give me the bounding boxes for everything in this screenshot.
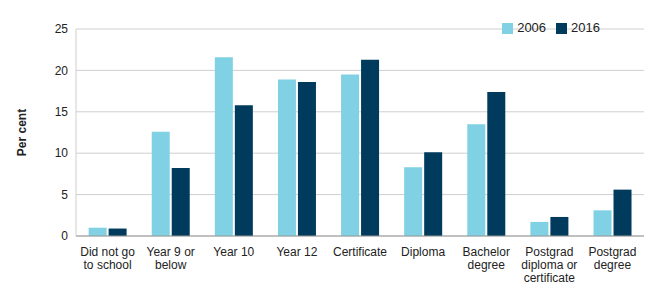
svg-text:Bachelordegree: Bachelordegree	[463, 245, 510, 272]
svg-text:Year 10: Year 10	[213, 245, 254, 259]
svg-text:10: 10	[55, 146, 69, 160]
svg-text:0: 0	[61, 229, 68, 243]
svg-text:25: 25	[55, 22, 69, 36]
svg-text:Per cent: Per cent	[15, 109, 29, 156]
html-text:2016: 2016	[571, 20, 600, 35]
svg-text:Year 9 orbelow: Year 9 orbelow	[147, 245, 195, 272]
svg-text:Certificate: Certificate	[333, 245, 387, 259]
svg-text:Postgraddegree: Postgraddegree	[588, 245, 636, 272]
svg-text:20: 20	[55, 64, 69, 78]
svg-text:Year 12: Year 12	[276, 245, 317, 259]
svg-text:5: 5	[61, 188, 68, 202]
svg-text:15: 15	[55, 105, 69, 119]
svg-text:Did not goto school: Did not goto school	[80, 245, 135, 272]
html-text:2006: 2006	[517, 20, 547, 35]
svg-text:Diploma: Diploma	[401, 245, 445, 259]
svg-text:Postgraddiploma orcertificate: Postgraddiploma orcertificate	[521, 245, 577, 285]
